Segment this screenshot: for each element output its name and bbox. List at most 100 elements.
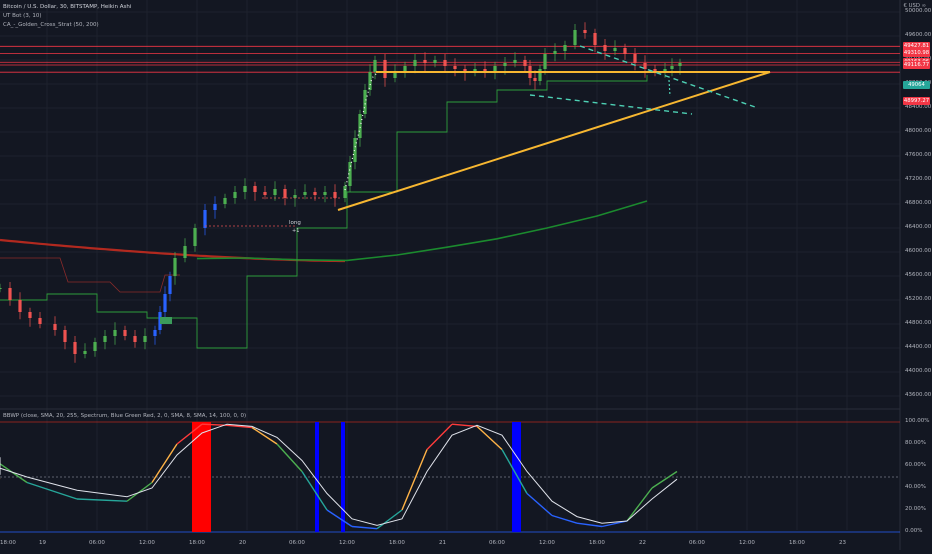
time-tick-label: 21 bbox=[439, 540, 446, 546]
candle-body bbox=[573, 30, 577, 45]
price-tick-label: 47200.00 bbox=[905, 176, 932, 182]
golden-cross-label: CA_-_Golden_Cross_Strat (50, 200) bbox=[3, 22, 99, 28]
bbwp-segment bbox=[26, 481, 78, 500]
time-tick-label: 12:00 bbox=[539, 540, 555, 546]
candle-body bbox=[213, 204, 217, 210]
candle-body bbox=[423, 60, 427, 63]
bbwp-segment bbox=[401, 449, 428, 511]
price-tick-label: 49600.00 bbox=[905, 32, 932, 38]
price-level-tag[interactable]: 49064 bbox=[903, 81, 930, 89]
symbol-legend[interactable]: Bitcoin / U.S. Dollar, 30, BITSTAMP, Hei… bbox=[3, 3, 131, 12]
candle-body bbox=[463, 69, 467, 72]
time-tick-label: 20 bbox=[239, 540, 246, 546]
bbwp-segment bbox=[326, 509, 353, 528]
candle-body bbox=[273, 189, 277, 195]
time-tick-label: 06:00 bbox=[689, 540, 705, 546]
time-tick-label: 18:00 bbox=[589, 540, 605, 546]
candle-body bbox=[113, 330, 117, 336]
time-tick-label: 23 bbox=[839, 540, 846, 546]
bbwp-segment bbox=[201, 423, 228, 426]
candle-body bbox=[323, 192, 327, 195]
time-tick-label: 12:00 bbox=[139, 540, 155, 546]
price-level-tag[interactable]: 48997.27 bbox=[903, 97, 930, 105]
candle-body bbox=[623, 48, 627, 54]
bbwp-segment bbox=[376, 509, 403, 530]
bbwp-segment bbox=[226, 424, 253, 429]
price-tick-label: 45200.00 bbox=[905, 296, 932, 302]
candle-body bbox=[453, 66, 457, 69]
price-tick-label: 46800.00 bbox=[905, 200, 932, 206]
candle-body bbox=[293, 195, 297, 198]
candle-body bbox=[233, 192, 237, 198]
candle-body bbox=[253, 186, 257, 192]
price-tick-label: 45600.00 bbox=[905, 272, 932, 278]
indicator-legend-ut-bot[interactable]: UT Bot (3, 10) bbox=[3, 12, 41, 21]
candle-body bbox=[153, 330, 157, 336]
candle-body bbox=[73, 342, 77, 354]
candle-body bbox=[28, 312, 32, 318]
candle-body bbox=[513, 60, 517, 63]
candle-body bbox=[633, 54, 637, 63]
lower-channel-line bbox=[529, 94, 693, 115]
bbwp-segment bbox=[601, 520, 628, 528]
long-sub-label: +1 bbox=[292, 228, 299, 234]
candle-body bbox=[368, 72, 372, 90]
bbwp-segment bbox=[251, 426, 278, 445]
candle-body bbox=[443, 60, 447, 66]
bbwp-segment bbox=[126, 481, 153, 502]
time-tick-label: 06:00 bbox=[89, 540, 105, 546]
candle-body bbox=[363, 90, 367, 114]
candle-body bbox=[93, 342, 97, 351]
price-level-tag[interactable]: 49427.81 bbox=[903, 42, 930, 51]
time-tick-label: 18:00 bbox=[189, 540, 205, 546]
candle-body bbox=[348, 162, 352, 186]
candle-body bbox=[263, 192, 267, 195]
osc-tick-label: 80.00% bbox=[905, 440, 926, 446]
candle-body bbox=[553, 51, 557, 54]
candle-body bbox=[670, 66, 674, 69]
candle-body bbox=[313, 192, 317, 195]
long-label: long bbox=[289, 220, 301, 226]
time-tick-label: 18:00 bbox=[789, 540, 805, 546]
currency-label[interactable]: € USD ∞ bbox=[903, 3, 926, 9]
candle-body bbox=[63, 330, 67, 342]
candle-body bbox=[183, 246, 187, 258]
candle-body bbox=[613, 48, 617, 51]
extreme-low-bar bbox=[512, 422, 521, 532]
candle-body bbox=[203, 210, 207, 228]
candle-body bbox=[433, 60, 437, 63]
candle-body bbox=[223, 198, 227, 204]
bbwp-segment bbox=[426, 423, 453, 450]
indicator-legend-golden-cross[interactable]: CA_-_Golden_Cross_Strat (50, 200) bbox=[3, 21, 99, 30]
candle-body bbox=[303, 192, 307, 195]
candle-body bbox=[0, 288, 2, 289]
candle-body bbox=[123, 330, 127, 336]
bbwp-segment bbox=[576, 522, 603, 528]
candle-body bbox=[168, 276, 172, 294]
price-level-tag[interactable]: 49310.98 bbox=[903, 49, 930, 58]
price-level-tag[interactable]: 49116.77 bbox=[903, 60, 930, 69]
extreme-low-bar bbox=[341, 422, 345, 532]
upper-channel-line bbox=[579, 45, 756, 108]
price-tick-label: 48000.00 bbox=[905, 128, 932, 134]
bbwp-segment bbox=[626, 487, 653, 522]
osc-tick-label: 40.00% bbox=[905, 484, 926, 490]
price-tick-label: 50000.00 bbox=[905, 8, 932, 14]
oscillator-legend[interactable]: BBWP (close, SMA, 20, 255, Spectrum, Blu… bbox=[3, 412, 246, 421]
price-tick-label: 47600.00 bbox=[905, 152, 932, 158]
candle-body bbox=[163, 294, 167, 312]
price-tick-label: 44800.00 bbox=[905, 320, 932, 326]
candle-body bbox=[143, 336, 147, 342]
bbwp-segment bbox=[501, 449, 528, 494]
bbwp-segment bbox=[651, 470, 678, 489]
candle-body bbox=[243, 186, 247, 192]
bbwp-label: BBWP (close, SMA, 20, 255, Spectrum, Blu… bbox=[3, 413, 247, 419]
candle-body bbox=[413, 60, 417, 66]
price-tick-label: 46400.00 bbox=[905, 224, 932, 230]
candle-body bbox=[333, 192, 337, 198]
osc-tick-label: 100.00% bbox=[905, 418, 930, 424]
bbwp-ma-line bbox=[0, 423, 678, 526]
candle-body bbox=[373, 60, 377, 72]
